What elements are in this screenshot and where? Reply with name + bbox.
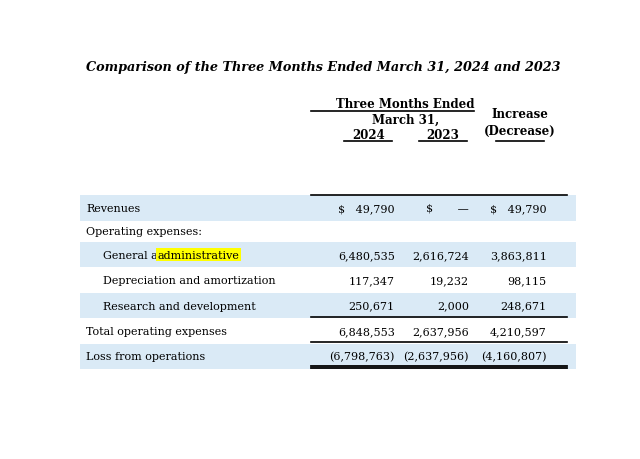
- Text: 3,863,811: 3,863,811: [490, 250, 547, 260]
- Text: 98,115: 98,115: [508, 275, 547, 285]
- Text: (6,798,763): (6,798,763): [329, 352, 395, 362]
- Text: (Decrease): (Decrease): [484, 124, 556, 137]
- Text: 248,671: 248,671: [500, 301, 547, 311]
- Text: Three Months Ended: Three Months Ended: [336, 97, 475, 110]
- Text: 6,848,553: 6,848,553: [338, 326, 395, 336]
- Text: 250,671: 250,671: [349, 301, 395, 311]
- Text: 2023: 2023: [426, 129, 459, 142]
- Text: $   49,790: $ 49,790: [338, 203, 395, 213]
- Text: Depreciation and amortization: Depreciation and amortization: [103, 275, 276, 285]
- Text: 2,616,724: 2,616,724: [412, 250, 469, 260]
- Text: Total operating expenses: Total operating expenses: [86, 326, 227, 336]
- Text: 2024: 2024: [352, 129, 385, 142]
- Text: March 31,: March 31,: [372, 113, 439, 126]
- Text: Operating expenses:: Operating expenses:: [86, 227, 202, 237]
- Text: $       —: $ —: [426, 203, 469, 213]
- Text: 19,232: 19,232: [430, 275, 469, 285]
- Text: (2,637,956): (2,637,956): [404, 352, 469, 362]
- Text: Increase: Increase: [492, 107, 548, 120]
- Text: administrative: administrative: [157, 250, 239, 260]
- Text: Revenues: Revenues: [86, 203, 140, 213]
- Bar: [80, 196, 576, 221]
- Bar: [80, 344, 576, 369]
- Text: Comparison of the Three Months Ended March 31, 2024 and 2023: Comparison of the Three Months Ended Mar…: [86, 61, 561, 74]
- Text: (4,160,807): (4,160,807): [481, 352, 547, 362]
- Bar: [80, 242, 576, 268]
- Text: $   49,790: $ 49,790: [490, 203, 547, 213]
- Text: 4,210,597: 4,210,597: [490, 326, 547, 336]
- Text: Loss from operations: Loss from operations: [86, 352, 205, 362]
- Text: 6,480,535: 6,480,535: [338, 250, 395, 260]
- Text: 2,000: 2,000: [437, 301, 469, 311]
- Bar: [80, 293, 576, 319]
- Text: General and: General and: [103, 250, 176, 260]
- Text: Research and development: Research and development: [103, 301, 256, 311]
- Text: 117,347: 117,347: [349, 275, 395, 285]
- Text: 2,637,956: 2,637,956: [412, 326, 469, 336]
